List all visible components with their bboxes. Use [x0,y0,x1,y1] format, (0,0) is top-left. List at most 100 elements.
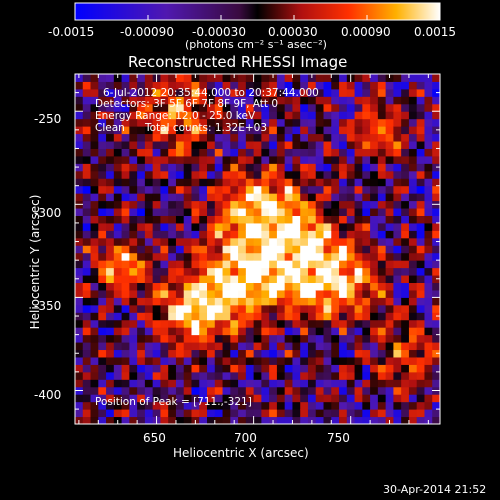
heatmap-cell [269,327,278,336]
heatmap-cell [75,222,84,231]
heatmap-cell [401,163,410,172]
heatmap-cell [137,96,146,105]
heatmap-cell [276,416,286,425]
heatmap-cell [331,170,340,179]
heatmap-cell [137,200,146,209]
heatmap-cell [113,163,123,172]
heatmap-cell [245,401,255,410]
heatmap-cell [98,133,107,142]
heatmap-cell [276,185,286,194]
heatmap-cell [408,356,418,365]
heatmap-cell [222,222,231,231]
heatmap-cell [401,267,410,276]
heatmap-cell [346,297,356,306]
heatmap-cell [292,260,301,269]
heatmap-cell [339,416,348,425]
heatmap-cell [168,275,177,284]
heatmap-cell [98,118,107,127]
heatmap-cell [152,334,161,343]
heatmap-cell [300,304,309,313]
heatmap-cell [214,275,224,284]
heatmap-cell [121,297,130,306]
heatmap-cell [160,193,169,202]
heatmap-cell [90,371,99,380]
heatmap-cell [106,409,115,418]
heatmap-cell [183,275,192,284]
heatmap-cell [370,163,379,172]
heatmap-cell [191,334,200,343]
heatmap-cell [238,334,247,343]
heatmap-cell [160,297,169,306]
heatmap-cell [152,81,161,90]
heatmap-cell [292,327,301,336]
heatmap-cell [82,297,92,306]
heatmap-cell [307,126,317,135]
heatmap-cell [253,282,262,291]
heatmap-cell [137,133,146,142]
heatmap-cell [214,81,224,90]
heatmap-cell [106,88,115,97]
heatmap-cell [432,282,441,291]
heatmap-cell [253,118,262,127]
heatmap-cell [160,327,169,336]
heatmap-cell [408,334,418,343]
heatmap-cell [98,401,107,410]
heatmap-cell [401,289,410,298]
heatmap-cell [207,163,216,172]
heatmap-cell [113,289,123,298]
heatmap-cell [432,394,441,403]
heatmap-cell [152,155,161,164]
heatmap-cell [315,193,325,202]
heatmap-cell [113,111,123,120]
heatmap-cell [284,304,293,313]
heatmap-cell [354,96,363,105]
heatmap-cell [339,148,348,157]
heatmap-cell [370,185,379,194]
heatmap-cell [269,96,278,105]
heatmap-cell [106,155,115,164]
heatmap-cell [222,148,231,157]
heatmap-cell [121,416,130,425]
heatmap-cell [362,245,371,254]
heatmap-cell [82,334,92,343]
heatmap-cell [191,185,200,194]
heatmap-cell [261,193,270,202]
heatmap-cell [152,193,161,202]
heatmap-cell [137,111,146,120]
heatmap-cell [370,96,379,105]
heatmap-cell [230,267,239,276]
heatmap-cell [362,126,371,135]
heatmap-cell [253,312,262,321]
heatmap-cell [393,74,402,82]
heatmap-cell [377,364,387,373]
heatmap-cell [168,282,177,291]
heatmap-cell [424,319,433,328]
heatmap-cell [424,126,433,135]
heatmap-cell [408,401,418,410]
heatmap-cell [160,275,169,284]
heatmap-cell [408,118,418,127]
heatmap-cell [152,342,161,351]
heatmap-cell [432,178,441,187]
heatmap-cell [393,416,402,425]
heatmap-cell [238,356,247,365]
heatmap-cell [362,74,371,82]
heatmap-cell [362,155,371,164]
heatmap-cell [408,88,418,97]
heatmap-cell [307,222,317,231]
heatmap-cell [393,297,402,306]
heatmap-cell [315,267,325,276]
heatmap-cell [214,185,224,194]
heatmap-cell [230,148,239,157]
heatmap-cell [175,81,185,90]
heatmap-cell [393,319,402,328]
heatmap-cell [175,141,185,149]
heatmap-cell [129,275,138,284]
heatmap-cell [362,371,371,380]
heatmap-cell [331,245,340,254]
heatmap-cell [408,208,418,216]
heatmap-cell [129,208,138,216]
heatmap-cell [207,342,216,351]
heatmap-cell [377,319,387,328]
heatmap-cell [346,215,356,224]
